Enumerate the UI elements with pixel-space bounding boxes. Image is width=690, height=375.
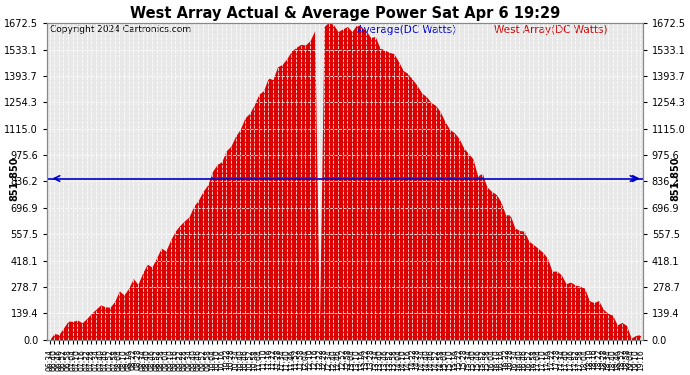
- Text: Copyright 2024 Cartronics.com: Copyright 2024 Cartronics.com: [50, 25, 191, 34]
- Text: Average(DC Watts): Average(DC Watts): [357, 25, 456, 35]
- Text: 851.850: 851.850: [10, 156, 19, 201]
- Text: West Array Actual & Average Power Sat Apr 6 19:29: West Array Actual & Average Power Sat Ap…: [130, 6, 560, 21]
- Text: West Array(DC Watts): West Array(DC Watts): [494, 25, 607, 35]
- Text: 851.850: 851.850: [671, 156, 680, 201]
